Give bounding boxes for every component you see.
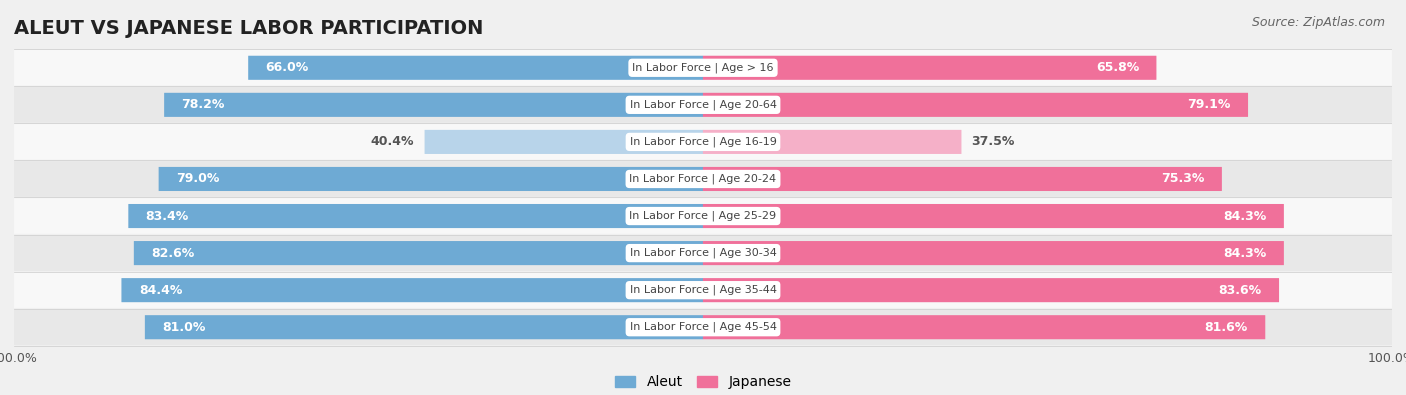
Text: 78.2%: 78.2% <box>181 98 225 111</box>
FancyBboxPatch shape <box>703 56 1156 80</box>
Text: In Labor Force | Age > 16: In Labor Force | Age > 16 <box>633 62 773 73</box>
Text: In Labor Force | Age 25-29: In Labor Force | Age 25-29 <box>630 211 776 221</box>
Text: In Labor Force | Age 30-34: In Labor Force | Age 30-34 <box>630 248 776 258</box>
FancyBboxPatch shape <box>128 204 703 228</box>
Text: In Labor Force | Age 16-19: In Labor Force | Age 16-19 <box>630 137 776 147</box>
Text: 81.6%: 81.6% <box>1205 321 1249 334</box>
Text: In Labor Force | Age 35-44: In Labor Force | Age 35-44 <box>630 285 776 295</box>
FancyBboxPatch shape <box>159 167 703 191</box>
FancyBboxPatch shape <box>703 204 1284 228</box>
Text: 79.0%: 79.0% <box>176 173 219 186</box>
FancyBboxPatch shape <box>14 235 1392 271</box>
FancyBboxPatch shape <box>703 130 962 154</box>
FancyBboxPatch shape <box>14 124 1392 160</box>
Text: 83.4%: 83.4% <box>146 209 188 222</box>
Text: 37.5%: 37.5% <box>972 135 1015 149</box>
FancyBboxPatch shape <box>145 315 703 339</box>
Text: 75.3%: 75.3% <box>1161 173 1205 186</box>
FancyBboxPatch shape <box>165 93 703 117</box>
Text: 84.4%: 84.4% <box>139 284 183 297</box>
Text: ALEUT VS JAPANESE LABOR PARTICIPATION: ALEUT VS JAPANESE LABOR PARTICIPATION <box>14 19 484 38</box>
FancyBboxPatch shape <box>249 56 703 80</box>
FancyBboxPatch shape <box>14 198 1392 234</box>
FancyBboxPatch shape <box>121 278 703 302</box>
FancyBboxPatch shape <box>14 50 1392 86</box>
FancyBboxPatch shape <box>703 93 1249 117</box>
Text: 65.8%: 65.8% <box>1095 61 1139 74</box>
FancyBboxPatch shape <box>14 87 1392 122</box>
Text: 79.1%: 79.1% <box>1187 98 1230 111</box>
Text: Source: ZipAtlas.com: Source: ZipAtlas.com <box>1251 16 1385 29</box>
FancyBboxPatch shape <box>14 161 1392 197</box>
Text: 66.0%: 66.0% <box>266 61 309 74</box>
FancyBboxPatch shape <box>14 309 1392 345</box>
Text: 40.4%: 40.4% <box>371 135 415 149</box>
FancyBboxPatch shape <box>703 241 1284 265</box>
FancyBboxPatch shape <box>703 278 1279 302</box>
FancyBboxPatch shape <box>14 273 1392 308</box>
Text: 81.0%: 81.0% <box>162 321 205 334</box>
FancyBboxPatch shape <box>703 167 1222 191</box>
FancyBboxPatch shape <box>134 241 703 265</box>
Legend: Aleut, Japanese: Aleut, Japanese <box>609 370 797 395</box>
Text: In Labor Force | Age 45-54: In Labor Force | Age 45-54 <box>630 322 776 333</box>
Text: 82.6%: 82.6% <box>152 246 194 260</box>
Text: In Labor Force | Age 20-64: In Labor Force | Age 20-64 <box>630 100 776 110</box>
FancyBboxPatch shape <box>703 315 1265 339</box>
FancyBboxPatch shape <box>425 130 703 154</box>
Text: 83.6%: 83.6% <box>1219 284 1261 297</box>
Text: In Labor Force | Age 20-24: In Labor Force | Age 20-24 <box>630 174 776 184</box>
Text: 84.3%: 84.3% <box>1223 209 1267 222</box>
Text: 84.3%: 84.3% <box>1223 246 1267 260</box>
